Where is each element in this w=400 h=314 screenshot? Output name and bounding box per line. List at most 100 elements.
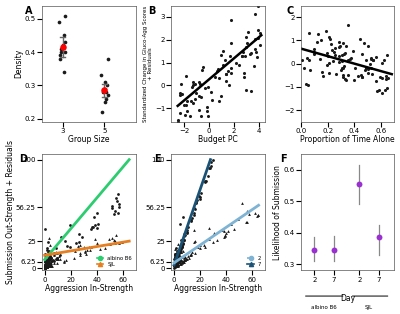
Point [383, 74, 389, 79]
Point [44, 263, 50, 268]
Point [173, 250, 180, 255]
Point [370, 57, 376, 62]
Point [174, 255, 180, 260]
Point [181, 237, 188, 242]
Point [48, 256, 54, 261]
Point [326, 34, 333, 39]
Point [172, 262, 179, 267]
Point [314, 39, 320, 44]
Point [180, 241, 186, 246]
Point [172, 258, 178, 263]
Point [112, 239, 119, 244]
Point [175, 117, 181, 122]
X-axis label: Day: Day [340, 294, 355, 303]
Point [182, 258, 188, 263]
Point [181, 257, 187, 262]
Point [176, 259, 182, 264]
Point [331, 49, 338, 54]
Point [191, 240, 197, 245]
Point [240, 49, 246, 54]
Point [172, 246, 178, 251]
Point [46, 248, 52, 253]
Point [42, 263, 48, 268]
Point [319, 70, 326, 75]
Point [198, 94, 205, 99]
Point [370, 57, 376, 62]
Point [208, 90, 214, 95]
Point [253, 55, 260, 60]
Point [367, 57, 374, 62]
Point [342, 77, 349, 82]
Point [172, 261, 178, 266]
Point [175, 252, 181, 257]
Point [239, 53, 245, 58]
Point [209, 97, 216, 102]
Point [42, 254, 48, 259]
Point [42, 264, 48, 269]
Point [186, 114, 193, 119]
Point [88, 225, 95, 230]
Point [176, 250, 182, 255]
Point [222, 234, 228, 239]
Point [248, 50, 254, 55]
Point [174, 263, 180, 268]
Point [244, 220, 250, 225]
Point [175, 263, 181, 268]
Point [345, 72, 352, 77]
Point [176, 249, 182, 254]
Point [42, 263, 48, 268]
Point [345, 59, 352, 64]
Point [42, 265, 48, 270]
Point [42, 264, 48, 269]
Point [103, 96, 109, 101]
Point [182, 102, 189, 107]
Point [383, 52, 390, 57]
Point [192, 207, 198, 212]
Point [220, 49, 226, 54]
Point [227, 71, 234, 76]
Point [75, 243, 81, 248]
Point [305, 57, 312, 62]
Point [208, 164, 214, 169]
Point [251, 37, 258, 42]
Point [336, 40, 342, 45]
Point [174, 262, 181, 267]
Point [47, 256, 54, 261]
Point [48, 259, 55, 264]
Point [175, 254, 181, 259]
Point [42, 263, 48, 268]
Point [215, 67, 222, 72]
Point [252, 211, 258, 216]
Point [176, 251, 182, 256]
Point [195, 122, 201, 127]
Point [172, 253, 178, 258]
Point [176, 259, 183, 264]
Point [174, 261, 180, 266]
Point [336, 53, 343, 58]
Point [46, 243, 53, 248]
Point [374, 89, 380, 94]
Point [111, 238, 117, 243]
Point [202, 179, 209, 184]
Point [88, 227, 94, 232]
Point [42, 260, 48, 265]
Point [57, 257, 64, 262]
Point [177, 92, 183, 97]
Point [222, 57, 228, 62]
Point [174, 256, 180, 261]
Point [368, 66, 374, 71]
Point [332, 53, 338, 58]
Point [181, 232, 187, 237]
Point [92, 236, 98, 241]
Point [173, 260, 180, 265]
Point [109, 236, 115, 241]
Point [177, 249, 183, 254]
Legend: 2, 7: 2, 7 [246, 255, 262, 268]
Point [102, 100, 108, 105]
Point [71, 255, 77, 260]
Point [204, 105, 210, 110]
Point [365, 71, 372, 76]
Point [251, 63, 257, 68]
X-axis label: Proportion of Time Alone: Proportion of Time Alone [300, 135, 395, 144]
Point [102, 245, 108, 250]
